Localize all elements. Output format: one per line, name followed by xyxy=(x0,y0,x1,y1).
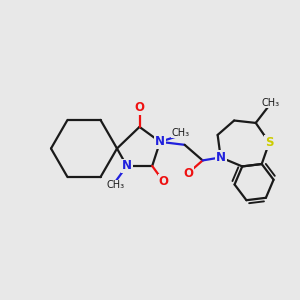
Text: N: N xyxy=(155,135,165,148)
Text: N: N xyxy=(122,160,132,172)
Text: O: O xyxy=(134,101,145,114)
Text: CH₃: CH₃ xyxy=(261,98,279,108)
Text: CH₃: CH₃ xyxy=(171,128,189,138)
Text: O: O xyxy=(183,167,193,179)
Text: O: O xyxy=(159,175,169,188)
Text: S: S xyxy=(265,136,274,149)
Text: CH₃: CH₃ xyxy=(106,180,124,190)
Text: N: N xyxy=(216,151,226,164)
